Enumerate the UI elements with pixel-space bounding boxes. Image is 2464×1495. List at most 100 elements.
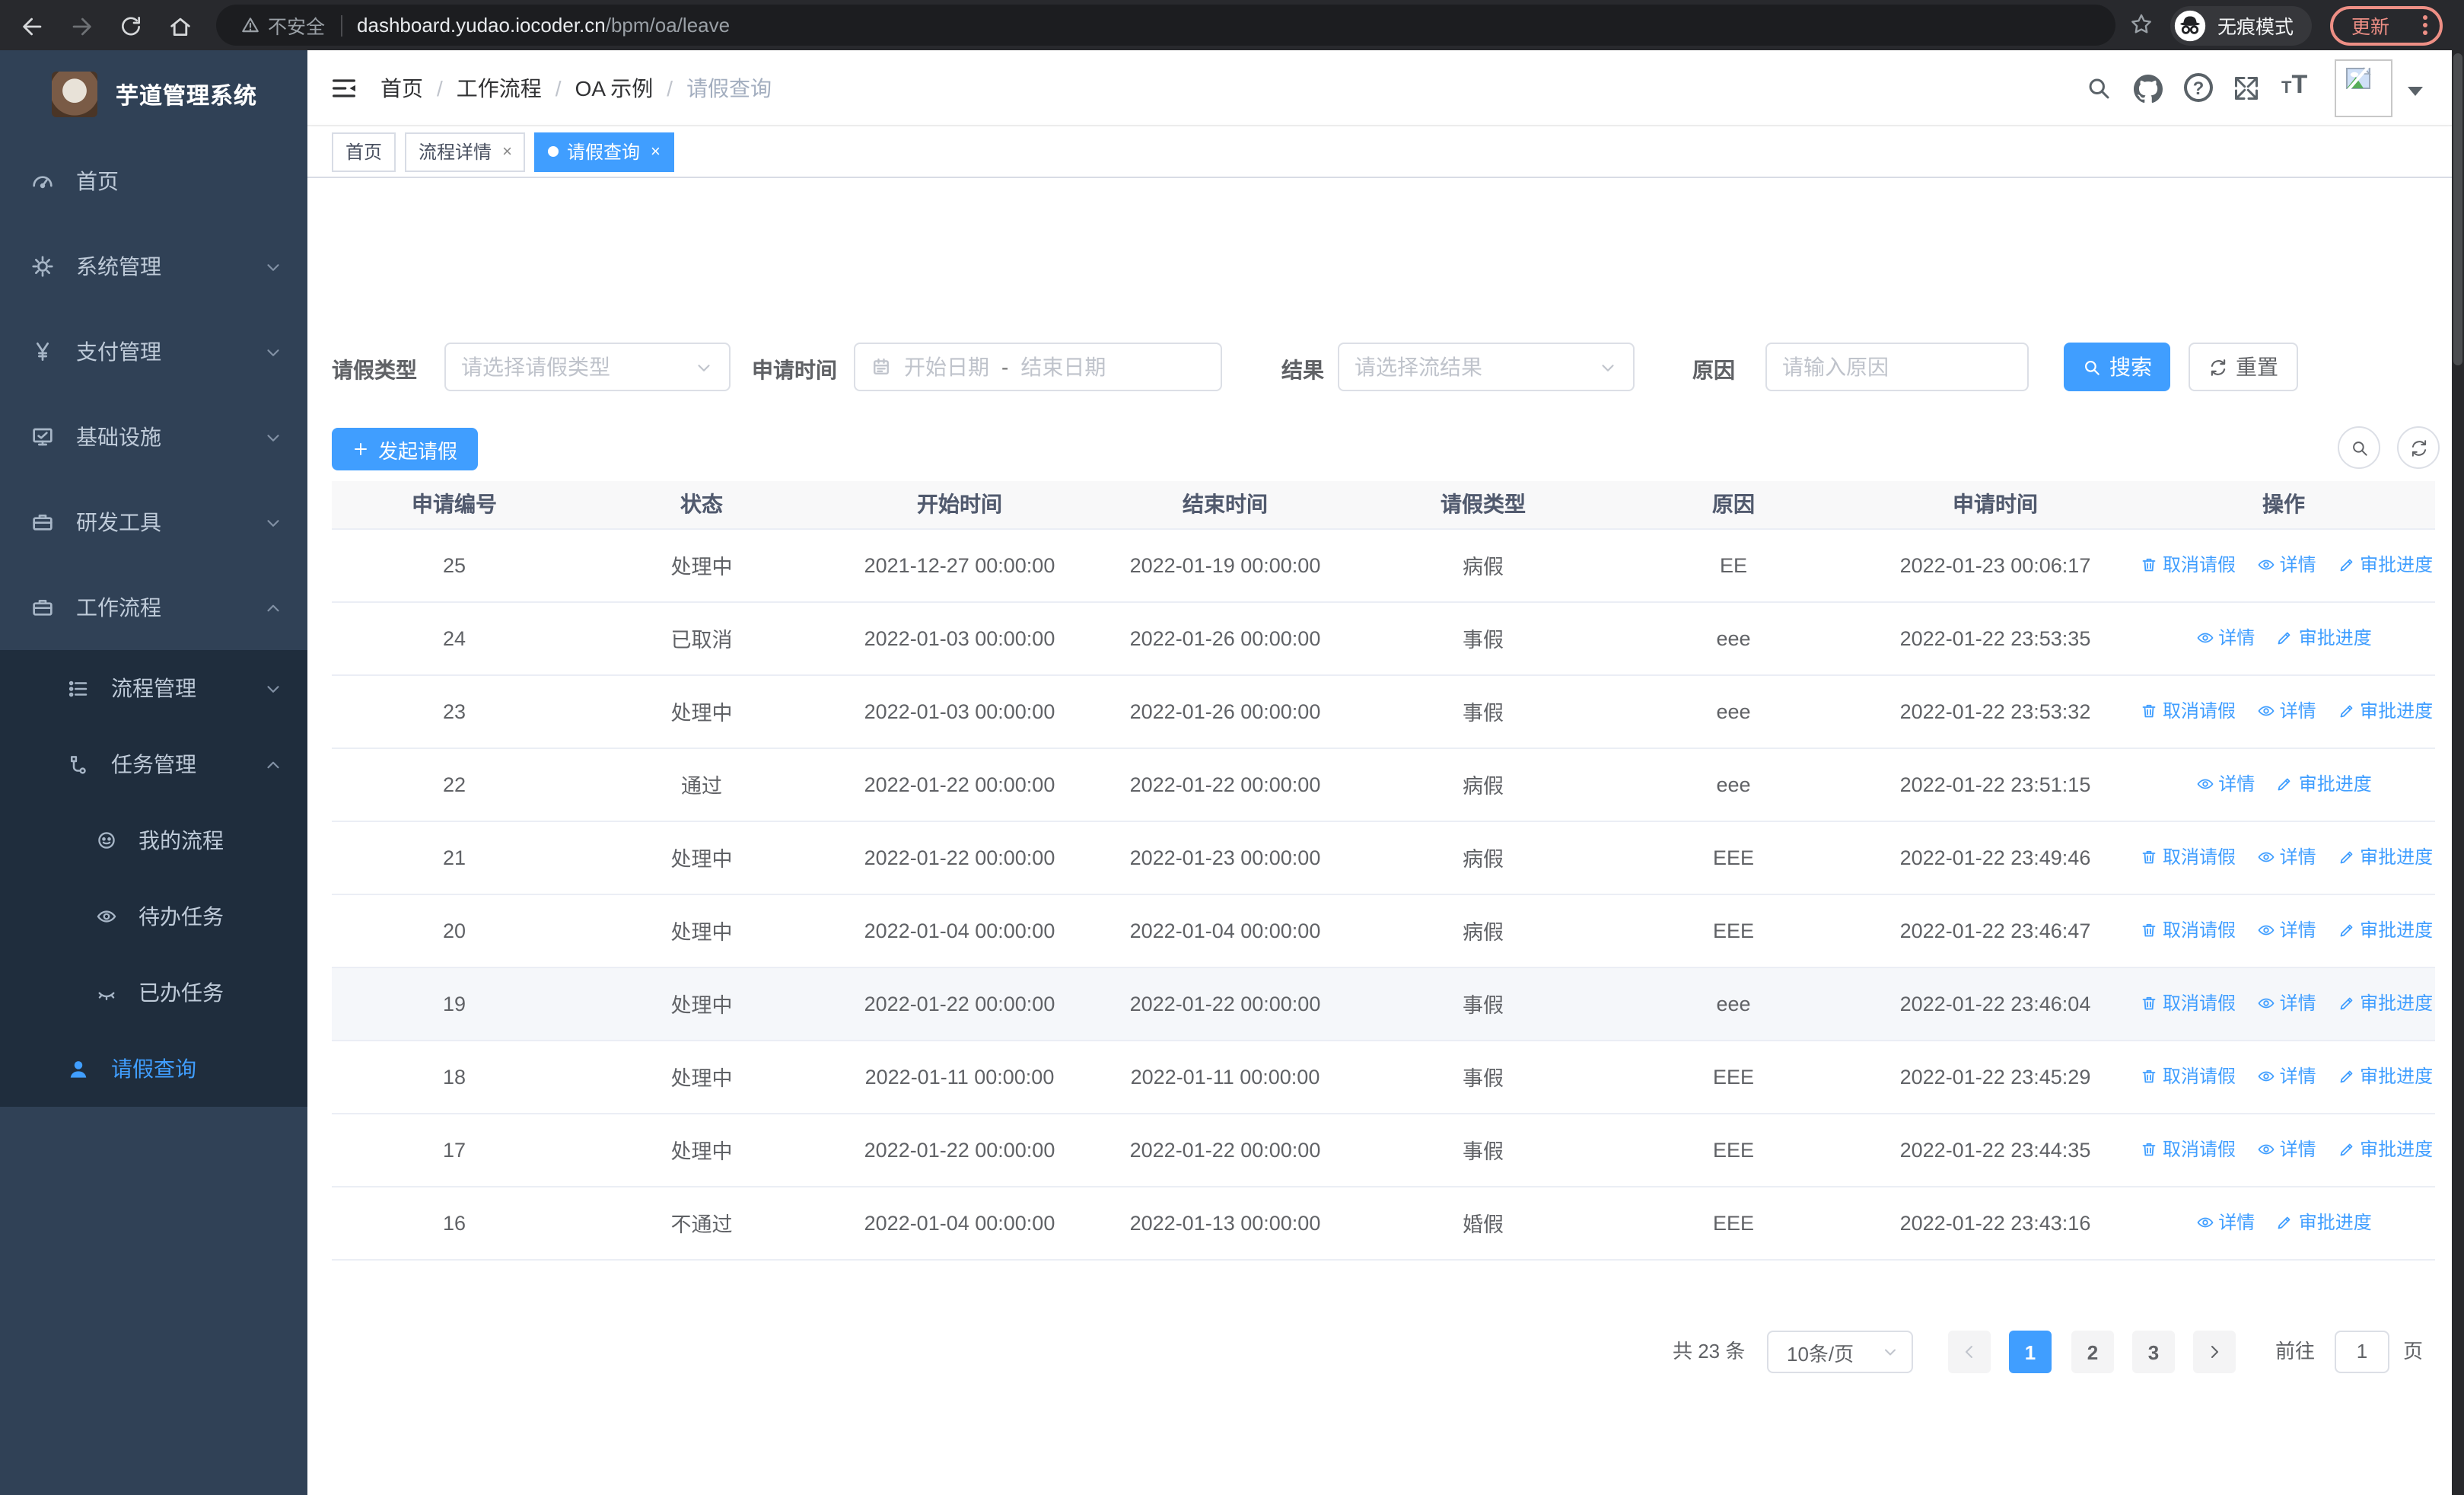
create-leave-button[interactable]: 发起请假 bbox=[332, 428, 478, 470]
breadcrumb-oa[interactable]: OA 示例 bbox=[575, 76, 654, 100]
sidebar-item-home[interactable]: 首页 bbox=[0, 139, 307, 224]
app-logo[interactable]: 芋道管理系统 bbox=[0, 50, 307, 139]
sidebar-item-infra[interactable]: 基础设施 bbox=[0, 394, 307, 480]
next-page-button[interactable] bbox=[2193, 1331, 2236, 1373]
toggle-search-button[interactable] bbox=[2338, 426, 2380, 469]
approval-progress-link[interactable]: 审批进度 bbox=[2276, 625, 2372, 651]
trash-icon bbox=[2140, 994, 2158, 1012]
detail-link[interactable]: 详情 bbox=[2257, 917, 2316, 943]
fullscreen-icon[interactable] bbox=[2233, 75, 2260, 102]
plus-icon bbox=[352, 440, 371, 458]
sidebar-item-process-mgmt[interactable]: 流程管理 bbox=[0, 650, 307, 726]
tab-leave-query[interactable]: 请假查询 × bbox=[534, 132, 674, 171]
refresh-table-button[interactable] bbox=[2397, 426, 2440, 469]
eye-icon bbox=[2257, 702, 2275, 720]
sidebar-item-task-mgmt[interactable]: 任务管理 bbox=[0, 726, 307, 802]
cancel-leave-link[interactable]: 取消请假 bbox=[2140, 1063, 2236, 1089]
scrollbar-thumb[interactable] bbox=[2453, 53, 2462, 365]
detail-link[interactable]: 详情 bbox=[2257, 552, 2316, 578]
caret-down-icon[interactable] bbox=[2408, 87, 2423, 96]
cancel-leave-link[interactable]: 取消请假 bbox=[2140, 1136, 2236, 1162]
detail-link[interactable]: 详情 bbox=[2257, 844, 2316, 870]
sidebar-item-my-process[interactable]: 我的流程 bbox=[0, 802, 307, 878]
prev-page-button[interactable] bbox=[1948, 1331, 1991, 1373]
edit-icon bbox=[2276, 1213, 2294, 1232]
detail-link[interactable]: 详情 bbox=[2195, 625, 2255, 651]
goto-page-input[interactable]: 1 bbox=[2335, 1331, 2389, 1373]
reset-button[interactable]: 重置 bbox=[2189, 343, 2298, 391]
result-select[interactable]: 请选择流结果 bbox=[1338, 343, 1635, 391]
sidebar-item-payment[interactable]: 支付管理 bbox=[0, 309, 307, 394]
cell-reason: eee bbox=[1609, 748, 1858, 821]
app-title: 芋道管理系统 bbox=[116, 83, 258, 109]
approval-progress-link[interactable]: 审批进度 bbox=[2337, 1136, 2433, 1162]
approval-progress-link[interactable]: 审批进度 bbox=[2337, 698, 2433, 724]
font-size-icon[interactable]: TT bbox=[2281, 70, 2308, 99]
approval-progress-link[interactable]: 审批进度 bbox=[2337, 552, 2433, 578]
cell-type: 婚假 bbox=[1358, 1186, 1609, 1260]
cancel-leave-link[interactable]: 取消请假 bbox=[2140, 990, 2236, 1016]
start-date-input[interactable]: 开始日期 bbox=[904, 355, 989, 379]
cancel-leave-link[interactable]: 取消请假 bbox=[2140, 917, 2236, 943]
update-label: 更新 bbox=[2351, 17, 2390, 38]
leave-type-select[interactable]: 请选择请假类型 bbox=[444, 343, 731, 391]
home-icon[interactable] bbox=[163, 9, 196, 43]
detail-link[interactable]: 详情 bbox=[2257, 1136, 2316, 1162]
detail-link[interactable]: 详情 bbox=[2195, 1210, 2255, 1235]
close-icon[interactable]: × bbox=[650, 142, 661, 161]
address-bar[interactable]: 不安全 dashboard.yudao.iocoder.cn/bpm/oa/le… bbox=[216, 5, 2115, 46]
page-size-select[interactable]: 10条/页 bbox=[1767, 1331, 1913, 1373]
end-date-input[interactable]: 结束日期 bbox=[1020, 355, 1106, 379]
breadcrumb-home[interactable]: 首页 bbox=[380, 76, 423, 100]
apply-time-range-picker[interactable]: 开始日期 - 结束日期 bbox=[854, 343, 1222, 391]
sidebar-item-done-tasks[interactable]: 已办任务 bbox=[0, 955, 307, 1031]
update-button[interactable]: 更新 bbox=[2330, 5, 2443, 45]
detail-link[interactable]: 详情 bbox=[2257, 698, 2316, 724]
tab-home[interactable]: 首页 bbox=[332, 132, 396, 171]
cancel-leave-link[interactable]: 取消请假 bbox=[2140, 552, 2236, 578]
sidebar-fold-icon[interactable] bbox=[329, 73, 359, 104]
back-icon[interactable] bbox=[15, 9, 49, 43]
reason-input[interactable]: 请输入原因 bbox=[1765, 343, 2029, 391]
bookmark-star-icon[interactable] bbox=[2128, 11, 2155, 38]
github-icon[interactable] bbox=[2134, 75, 2163, 104]
approval-progress-link[interactable]: 审批进度 bbox=[2337, 844, 2433, 870]
cancel-leave-link[interactable]: 取消请假 bbox=[2140, 698, 2236, 724]
approval-progress-link[interactable]: 审批进度 bbox=[2337, 917, 2433, 943]
cancel-leave-link[interactable]: 取消请假 bbox=[2140, 844, 2236, 870]
browser-menu-icon[interactable] bbox=[2423, 15, 2427, 35]
approval-progress-link[interactable]: 审批进度 bbox=[2276, 771, 2372, 797]
page-button-2[interactable]: 2 bbox=[2071, 1331, 2114, 1373]
sidebar-item-system[interactable]: 系统管理 bbox=[0, 224, 307, 309]
sidebar-item-devtools[interactable]: 研发工具 bbox=[0, 480, 307, 565]
avatar[interactable] bbox=[2335, 59, 2392, 117]
browser-scrollbar[interactable] bbox=[2452, 50, 2464, 1495]
chevron-down-icon bbox=[1881, 1343, 1899, 1361]
detail-link[interactable]: 详情 bbox=[2257, 1063, 2316, 1089]
approval-progress-link[interactable]: 审批进度 bbox=[2337, 1063, 2433, 1089]
trash-icon bbox=[2140, 1067, 2158, 1085]
page-button-3[interactable]: 3 bbox=[2132, 1331, 2175, 1373]
detail-link[interactable]: 详情 bbox=[2257, 990, 2316, 1016]
close-icon[interactable]: × bbox=[502, 142, 512, 161]
sidebar-item-workflow[interactable]: 工作流程 bbox=[0, 565, 307, 650]
cell-status: 处理中 bbox=[577, 1040, 826, 1114]
cell-end: 2022-01-19 00:00:00 bbox=[1093, 528, 1358, 602]
sidebar-item-leave-query[interactable]: 请假查询 bbox=[0, 1031, 307, 1107]
approval-progress-link[interactable]: 审批进度 bbox=[2276, 1210, 2372, 1235]
reload-icon[interactable] bbox=[114, 9, 148, 43]
forward-icon[interactable] bbox=[64, 9, 97, 43]
cell-apply: 2022-01-22 23:45:29 bbox=[1858, 1040, 2132, 1114]
page-button-1[interactable]: 1 bbox=[2009, 1331, 2052, 1373]
leave-table: 申请编号 状态 开始时间 结束时间 请假类型 原因 申请时间 操作 25 处理中… bbox=[332, 481, 2435, 1260]
browser-toolbar: 不安全 dashboard.yudao.iocoder.cn/bpm/oa/le… bbox=[0, 0, 2464, 50]
detail-link[interactable]: 详情 bbox=[2195, 771, 2255, 797]
tab-process-detail[interactable]: 流程详情 × bbox=[405, 132, 526, 171]
search-button[interactable]: 搜索 bbox=[2064, 343, 2170, 391]
help-icon[interactable]: ? bbox=[2184, 73, 2213, 102]
search-icon[interactable] bbox=[2085, 75, 2112, 102]
breadcrumb-workflow[interactable]: 工作流程 bbox=[456, 76, 542, 100]
sidebar-item-todo-tasks[interactable]: 待办任务 bbox=[0, 878, 307, 955]
approval-progress-link[interactable]: 审批进度 bbox=[2337, 990, 2433, 1016]
result-label: 结果 bbox=[1281, 358, 1324, 382]
